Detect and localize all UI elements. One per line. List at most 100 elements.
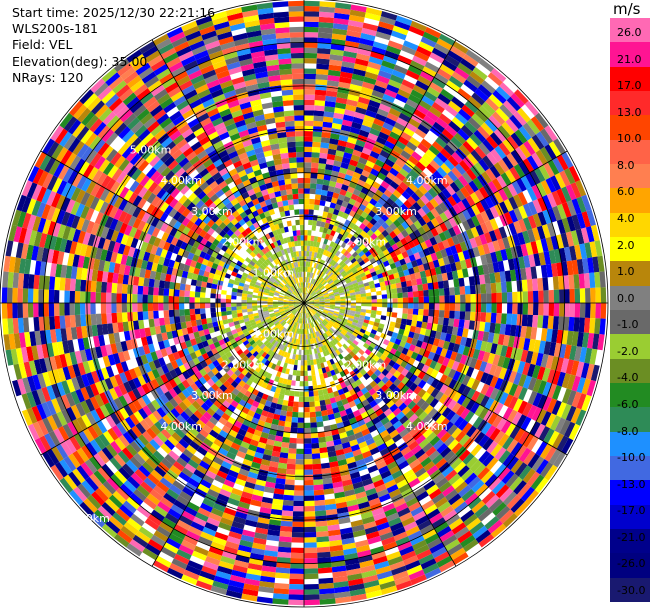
- radar-gate: [570, 407, 582, 424]
- radar-gate: [424, 533, 440, 545]
- radar-gate: [527, 137, 540, 153]
- radar-gate: [199, 297, 206, 303]
- radar-gate: [541, 224, 551, 239]
- radar-gate: [184, 315, 191, 322]
- radar-gate: [402, 419, 413, 429]
- radar-gate: [470, 165, 482, 178]
- radar-gate: [304, 214, 309, 220]
- radar-gate: [404, 234, 413, 244]
- radar-gate: [405, 69, 420, 81]
- radar-gate: [344, 290, 350, 295]
- radar-gate: [469, 285, 476, 295]
- radar-gate: [309, 301, 315, 303]
- radar-gate: [376, 240, 385, 248]
- radar-gate: [304, 396, 310, 402]
- radar-gate: [121, 283, 128, 294]
- radar-gate: [306, 271, 309, 278]
- radar-gate: [418, 264, 425, 272]
- radar-gate: [327, 75, 340, 82]
- radar-gate: [571, 391, 582, 408]
- radar-gate: [388, 517, 402, 527]
- radar-gate: [322, 320, 328, 326]
- radar-gate: [402, 308, 409, 314]
- radar-gate: [546, 398, 557, 414]
- radar-gate: [382, 122, 394, 132]
- radar-gate: [284, 484, 295, 491]
- radar-gate: [306, 277, 309, 283]
- radar-gate: [278, 536, 292, 543]
- radar-gate: [116, 293, 122, 303]
- radar-gate: [297, 427, 304, 434]
- radar-gate: [447, 140, 459, 152]
- radar-gate: [308, 317, 312, 323]
- radar-gate: [568, 165, 581, 183]
- radar-gate: [425, 201, 435, 212]
- radar-gate: [484, 516, 500, 530]
- radar-gate: [310, 284, 314, 290]
- radar-gate: [405, 409, 415, 420]
- radar-gate: [316, 290, 322, 295]
- radar-gate: [147, 294, 154, 303]
- radar-gate: [49, 316, 56, 330]
- radar-gate: [307, 277, 310, 283]
- radar-gate: [338, 81, 351, 89]
- radar-gate: [462, 437, 475, 450]
- radar-gate: [389, 193, 399, 203]
- radar-gate: [395, 424, 406, 434]
- radar-gate: [392, 362, 401, 371]
- radar-gate: [317, 293, 323, 297]
- radar-gate: [339, 167, 348, 175]
- radar-gate: [584, 347, 593, 364]
- radar-gate: [500, 420, 512, 434]
- radar-gate: [347, 186, 355, 194]
- radar-gate: [323, 111, 335, 118]
- radar-gate: [426, 110, 439, 122]
- radar-gate: [388, 274, 395, 281]
- radar-gate: [465, 294, 471, 303]
- radar-gate: [447, 424, 458, 436]
- radar-gate: [542, 396, 553, 412]
- radar-gate: [402, 303, 409, 309]
- radar-gate: [323, 309, 329, 313]
- radar-gate: [388, 214, 397, 223]
- radar-gate: [425, 177, 436, 188]
- radar-gate: [53, 303, 60, 317]
- radar-gate: [462, 156, 475, 169]
- radar-gate: [443, 421, 454, 432]
- radar-gate: [304, 287, 306, 293]
- radar-gate: [576, 377, 586, 394]
- radar-gate: [583, 273, 591, 289]
- radar-gate: [530, 266, 538, 279]
- radar-gate: [318, 346, 323, 353]
- radar-gate: [315, 241, 321, 248]
- radar-gate: [304, 157, 312, 163]
- radar-gate: [455, 335, 462, 345]
- radar-gate: [304, 469, 313, 475]
- radar-gate: [343, 237, 350, 244]
- radar-gate: [312, 308, 318, 313]
- radar-gate: [355, 378, 363, 386]
- radar-gate: [359, 362, 367, 369]
- radar-gate: [324, 283, 330, 288]
- radar-gate: [554, 417, 566, 434]
- radar-gate: [358, 157, 368, 165]
- radar-gate: [506, 96, 521, 112]
- radar-gate: [458, 449, 471, 462]
- radar-gate: [532, 227, 541, 241]
- radar-gate: [466, 388, 476, 400]
- radar-gate: [309, 261, 313, 268]
- radar-gate: [503, 491, 517, 506]
- radar-gate: [311, 310, 316, 315]
- radar-gate: [486, 293, 492, 303]
- radar-gate: [352, 68, 366, 77]
- radar-gate: [495, 313, 502, 324]
- radar-gate: [310, 267, 314, 273]
- radar-gate: [325, 331, 331, 337]
- radar-gate: [348, 400, 357, 408]
- radar-gate: [317, 309, 323, 313]
- radar-gate: [436, 166, 448, 178]
- radar-gate: [413, 220, 422, 230]
- radar-gate: [361, 428, 371, 437]
- radar-gate: [546, 369, 556, 384]
- radar-gate: [523, 203, 533, 218]
